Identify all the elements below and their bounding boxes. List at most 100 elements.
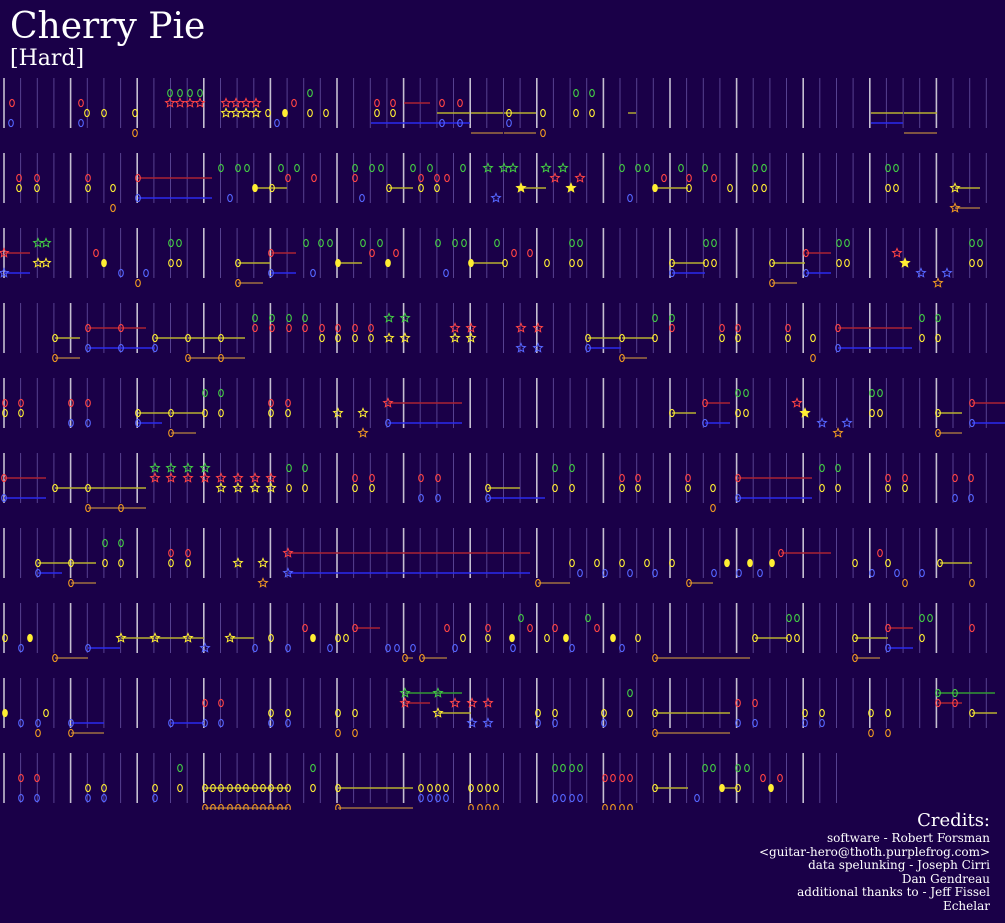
note	[285, 708, 291, 718]
note	[602, 568, 608, 578]
note	[969, 258, 975, 268]
note	[35, 568, 41, 578]
note	[18, 398, 24, 408]
note	[102, 538, 108, 548]
note	[394, 643, 400, 653]
note	[310, 763, 316, 773]
note	[202, 698, 208, 708]
note	[868, 728, 874, 738]
note	[18, 718, 24, 728]
note	[85, 793, 91, 803]
note	[735, 408, 741, 418]
note	[535, 718, 541, 728]
note	[601, 708, 607, 718]
song-title: Cherry Pie	[10, 6, 206, 47]
note	[810, 333, 816, 343]
star-note	[230, 107, 242, 118]
star-note	[799, 407, 811, 418]
star-note	[32, 257, 44, 268]
note	[761, 183, 767, 193]
note	[757, 568, 763, 578]
note	[735, 388, 741, 398]
note	[268, 633, 274, 643]
note	[285, 173, 291, 183]
note	[711, 173, 717, 183]
star-note	[249, 482, 261, 493]
note	[85, 398, 91, 408]
note	[235, 163, 241, 173]
note	[168, 408, 174, 418]
note	[702, 763, 708, 773]
note	[778, 548, 784, 558]
note	[434, 183, 440, 193]
note	[569, 558, 575, 568]
note	[218, 803, 224, 810]
note	[577, 568, 583, 578]
star-note	[816, 417, 828, 428]
note	[85, 183, 91, 193]
note	[268, 708, 274, 718]
star-note	[399, 687, 411, 698]
note	[352, 483, 358, 493]
note	[627, 708, 633, 718]
note	[527, 623, 533, 633]
note	[101, 258, 107, 268]
note	[335, 258, 341, 268]
note	[627, 803, 633, 810]
note	[952, 698, 958, 708]
note	[952, 493, 958, 503]
note	[269, 323, 275, 333]
star-note	[482, 697, 494, 708]
note	[869, 568, 875, 578]
note	[919, 568, 925, 578]
star-note	[174, 97, 186, 108]
note	[352, 728, 358, 738]
note	[852, 653, 858, 663]
credits-heading: Credits:	[917, 810, 990, 831]
note	[893, 163, 899, 173]
note	[902, 578, 908, 588]
star-note	[515, 182, 527, 193]
note	[8, 118, 14, 128]
note	[736, 568, 742, 578]
note	[610, 633, 616, 643]
note	[168, 558, 174, 568]
note	[927, 613, 933, 623]
note	[435, 793, 441, 803]
note	[268, 408, 274, 418]
note	[619, 483, 625, 493]
note	[118, 538, 124, 548]
note	[85, 643, 91, 653]
note	[835, 323, 841, 333]
note	[393, 248, 399, 258]
note	[702, 418, 708, 428]
note	[369, 248, 375, 258]
note	[457, 118, 463, 128]
note	[835, 463, 841, 473]
note	[719, 323, 725, 333]
note	[902, 473, 908, 483]
star-note	[357, 427, 369, 438]
star-note	[240, 107, 252, 118]
note	[269, 183, 275, 193]
note	[569, 483, 575, 493]
note	[768, 783, 774, 793]
note	[678, 163, 684, 173]
note	[819, 463, 825, 473]
note	[368, 333, 374, 343]
note	[735, 333, 741, 343]
note	[2, 398, 8, 408]
note	[378, 163, 384, 173]
note	[819, 718, 825, 728]
note	[602, 803, 608, 810]
star-note	[565, 182, 577, 193]
note	[185, 333, 191, 343]
note	[510, 643, 516, 653]
note	[18, 773, 24, 783]
note	[968, 473, 974, 483]
note	[735, 763, 741, 773]
note	[335, 728, 341, 738]
note	[977, 238, 983, 248]
note	[118, 268, 124, 278]
note	[719, 783, 725, 793]
